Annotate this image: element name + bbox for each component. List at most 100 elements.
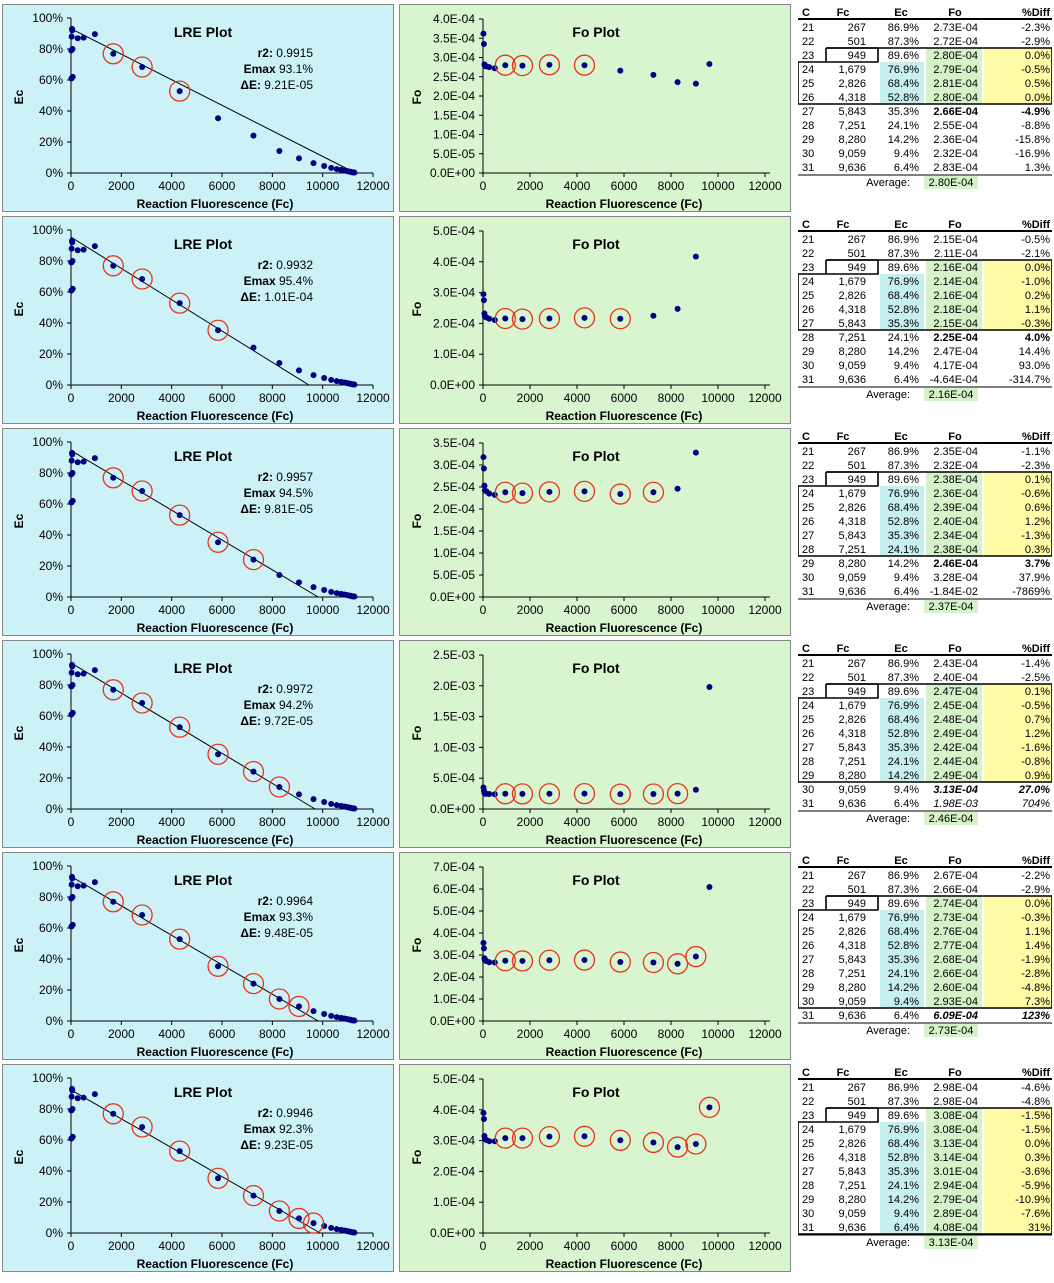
- lre-selected-circle: [131, 904, 153, 926]
- diff-highlight-cell: [984, 966, 1052, 980]
- diff-highlight-cell: [984, 316, 1052, 330]
- lre-data-point: [351, 381, 358, 388]
- fo-y-axis-title: Fo: [410, 726, 424, 741]
- fo-x-tick-label: 2000: [517, 1239, 544, 1253]
- fo-data-point: [692, 786, 699, 793]
- table-header-c: C: [802, 431, 810, 443]
- lre-stat-label: r2:: [258, 258, 273, 272]
- table-cell: 27: [802, 954, 814, 966]
- lre-data-point: [351, 1017, 358, 1024]
- lre-selected-circle: [242, 972, 265, 995]
- lre-stat-label: Emax: [244, 910, 276, 924]
- table-cell: 30: [802, 784, 814, 796]
- table-cell: 28: [802, 756, 814, 768]
- diff-highlight-cell: [984, 500, 1052, 514]
- lre-data-point: [328, 376, 335, 383]
- fo-highlight-cell: [926, 910, 982, 924]
- lre-data-point: [74, 247, 81, 254]
- table-cell: 9.4%: [894, 784, 919, 796]
- table-cell: -0.5%: [1021, 64, 1050, 76]
- table-cell: 949: [848, 898, 866, 910]
- diff-highlight-cell: [984, 1192, 1052, 1206]
- fo-data-point: [519, 957, 526, 964]
- table-cell: 31: [802, 162, 814, 174]
- lre-data-point: [310, 1008, 317, 1015]
- fo-selected-circle: [642, 1131, 665, 1154]
- lre-x-tick-label: 10000: [306, 1027, 340, 1041]
- fo-selected-circle: [573, 949, 596, 971]
- table-cell: 68.4%: [888, 78, 919, 90]
- lre-data-point: [91, 1091, 98, 1098]
- fo-y-tick-label: 1.0E-04: [433, 347, 475, 361]
- lre-data-point: [80, 458, 87, 465]
- fo-x-tick-label: 4000: [564, 603, 591, 617]
- table-header-fc: Fc: [837, 643, 850, 655]
- table-cell: 2.74E-04: [933, 898, 978, 910]
- table-header-pctdiff: %Diff: [1022, 855, 1050, 867]
- lre-x-tick-label: 6000: [209, 603, 236, 617]
- table-cell: 22: [802, 1096, 814, 1108]
- lre-fit-line: [70, 28, 356, 174]
- table-cell: 22: [802, 672, 814, 684]
- table-cell: 2.79E-04: [933, 64, 978, 76]
- average-label: Average:: [866, 813, 910, 825]
- fo-y-tick-label: 1.5E-04: [433, 524, 475, 538]
- fo-data-point: [692, 1140, 699, 1147]
- lre-stat-value: 95.4%: [276, 274, 314, 288]
- ec-highlight-cell: [880, 1164, 924, 1178]
- lre-y-tick-label: 80%: [39, 42, 63, 56]
- table-cell: -2.3%: [1021, 22, 1050, 34]
- lre-y-tick-label: 40%: [39, 528, 63, 542]
- lre-x-tick-label: 10000: [306, 1239, 340, 1253]
- fo-selected-circle: [538, 307, 561, 330]
- lre-selected-circle: [268, 988, 291, 1010]
- lre-data-point: [68, 669, 75, 676]
- table-cell: 24: [802, 488, 814, 500]
- lre-y-axis-title: Ec: [12, 513, 26, 528]
- fo-data-point: [650, 959, 657, 966]
- fo-data-point: [617, 959, 624, 966]
- fo-x-axis-title: Reaction Fluorescence (Fc): [546, 1257, 703, 1271]
- lre-data-point: [139, 1123, 146, 1130]
- lre-data-point: [80, 670, 87, 677]
- lre-x-tick-label: 8000: [259, 1239, 286, 1253]
- table-cell: 35.3%: [888, 1166, 919, 1178]
- lre-data-point: [295, 1003, 302, 1010]
- fo-data-point: [650, 312, 657, 319]
- table-cell: 14.2%: [888, 134, 919, 146]
- diff-highlight-cell: [984, 726, 1052, 740]
- table-cell: 8,280: [838, 982, 866, 994]
- table-cell: 5,843: [838, 106, 866, 118]
- ec-highlight-cell: [880, 1178, 924, 1192]
- lre-data-point: [139, 487, 146, 494]
- table-cell: 2.45E-04: [933, 700, 978, 712]
- fo-highlight-cell: [926, 274, 982, 288]
- table-cell: 6.4%: [894, 586, 919, 598]
- fo-x-tick-label: 0: [480, 1239, 487, 1253]
- table-cell: 2.43E-04: [933, 658, 978, 670]
- lre-stat-label: r2:: [258, 894, 273, 908]
- lre-y-tick-label: 60%: [39, 1133, 63, 1147]
- table-cell: 29: [802, 346, 814, 358]
- fo-selected-circle: [538, 949, 561, 971]
- table-cell: 2.81E-04: [933, 78, 978, 90]
- fo-highlight-cell: [926, 726, 982, 740]
- table-cell: 949: [848, 474, 866, 486]
- lre-data-point: [69, 239, 76, 246]
- fo-data-point: [674, 485, 681, 492]
- fo-y-tick-label: 5.0E-04: [433, 904, 475, 918]
- table-header-fc: Fc: [837, 1067, 850, 1079]
- fo-selected-circle: [494, 481, 516, 503]
- lre-stat-label: ΔE:: [240, 1138, 261, 1152]
- diff-highlight-cell: [984, 288, 1052, 302]
- table-cell: 2.16E-04: [933, 290, 978, 302]
- table-header-fo: Fo: [948, 643, 962, 655]
- average-value: 2.80E-04: [929, 177, 974, 189]
- lre-y-tick-label: 0%: [46, 1226, 64, 1240]
- table-cell: 3.13E-04: [933, 784, 978, 796]
- diff-highlight-cell: [984, 1178, 1052, 1192]
- fo-selected-circle: [538, 481, 561, 503]
- table-cell: 68.4%: [888, 502, 919, 514]
- fo-data-point: [480, 945, 487, 952]
- fo-chart-svg: 0.0E+00 5.0E-05 1.0E-04 1.5E-04 2.0E-04 2.5E-…: [410, 12, 782, 211]
